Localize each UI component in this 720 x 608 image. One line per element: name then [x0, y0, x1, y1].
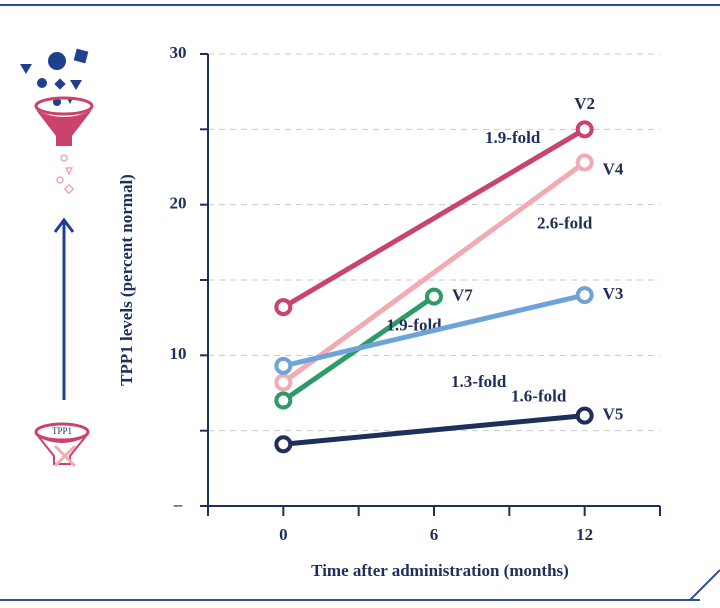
funnel-rim — [34, 422, 90, 442]
funnel — [36, 110, 92, 146]
point — [274, 298, 293, 317]
shape-icon — [20, 64, 32, 74]
fold-annotation: 1.3-fold — [451, 372, 507, 391]
icon-group: TPP1 — [20, 48, 94, 468]
fragment-icon — [60, 154, 68, 162]
x-tick-label: 0 — [279, 525, 288, 544]
series-line — [280, 413, 588, 447]
fragment-icon — [63, 183, 75, 195]
point — [575, 153, 594, 172]
series-line — [280, 159, 588, 385]
y-tick-label: 30 — [170, 43, 187, 62]
fold-annotation: 1.6-fold — [511, 387, 567, 406]
x-axis-label: Time after administration (months) — [311, 561, 569, 580]
fold-annotation: 1.9-fold — [485, 128, 541, 147]
x-tick-label: 6 — [430, 525, 439, 544]
y-tick-label: 20 — [170, 194, 187, 213]
y-axis-label: TPP1 levels (percent normal) — [117, 174, 136, 386]
point — [575, 406, 594, 425]
series-line — [280, 292, 588, 369]
shape-icon — [73, 48, 89, 64]
shape-icon — [48, 52, 66, 70]
series-label: V3 — [603, 284, 624, 303]
arrow-head — [53, 217, 75, 233]
shape-icon — [53, 98, 61, 106]
fold-annotation: 2.6-fold — [537, 213, 593, 232]
enzyme-label: TPP1 — [52, 426, 72, 436]
frame-corner — [689, 569, 720, 601]
shape-icon — [37, 78, 47, 88]
x-tick-label: 12 — [576, 525, 593, 544]
series-label: V4 — [603, 159, 624, 178]
fragment-icon — [56, 176, 64, 184]
point — [575, 120, 594, 139]
shape-icon — [54, 78, 66, 90]
y-tick-label: 10 — [170, 344, 187, 363]
point — [575, 286, 594, 305]
cross — [53, 444, 77, 468]
series-label: V5 — [603, 405, 624, 424]
series-label: V2 — [574, 94, 595, 113]
point — [274, 356, 293, 375]
point — [274, 391, 293, 410]
point — [274, 435, 293, 454]
shape-icon — [70, 80, 82, 90]
series-line — [280, 126, 588, 310]
y-tick-label: – — [173, 495, 183, 514]
funnel — [37, 435, 87, 465]
series-label: V7 — [452, 285, 473, 304]
funnel-rim — [34, 96, 94, 116]
fragment-icon — [64, 167, 74, 176]
point — [274, 373, 293, 392]
point — [425, 287, 443, 306]
